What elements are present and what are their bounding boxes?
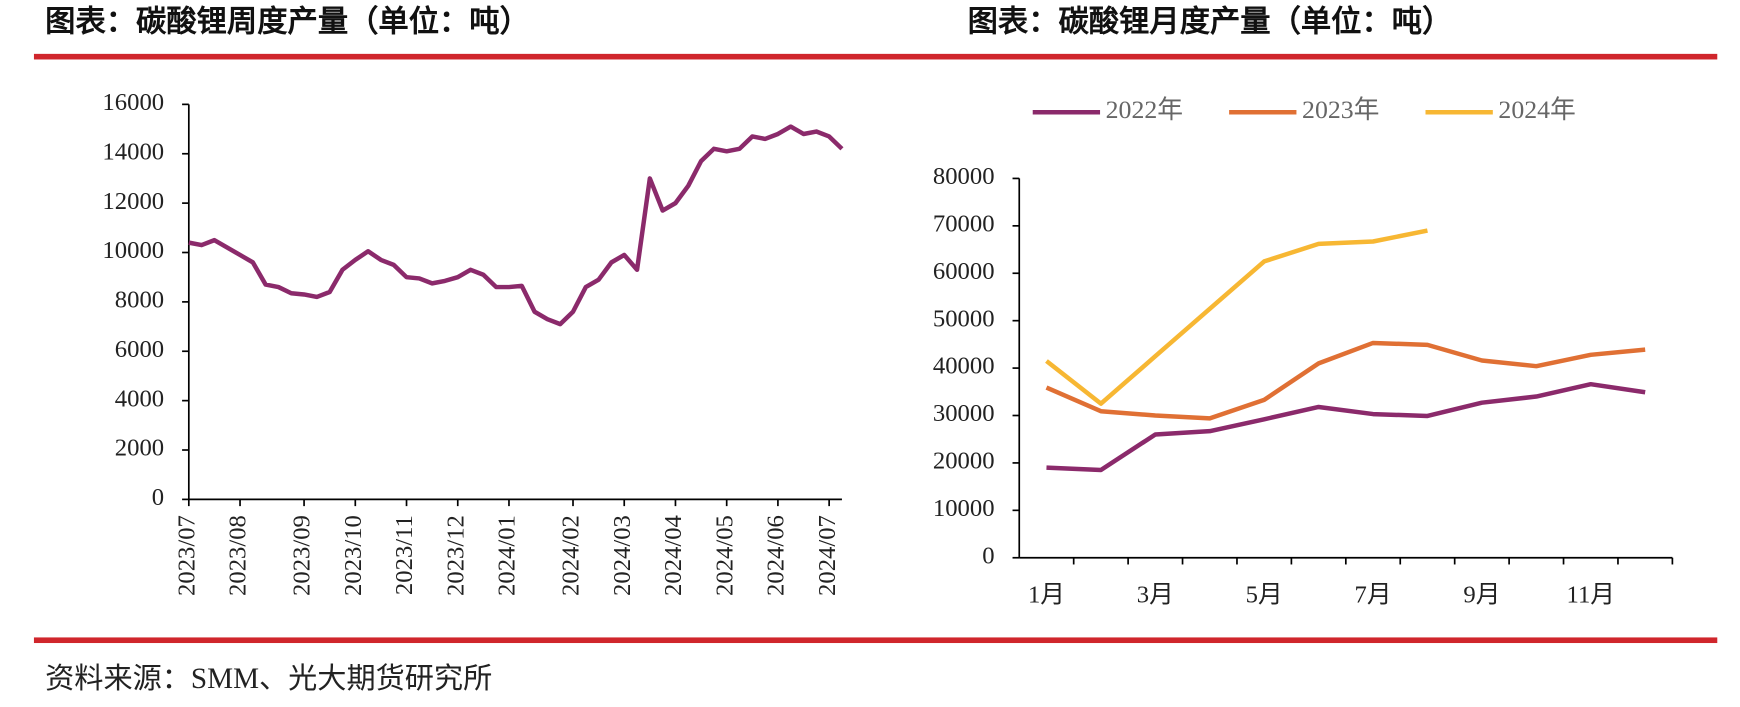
x-tick-label: 2024/05 [711, 515, 738, 596]
y-tick-label: 60000 [933, 258, 995, 285]
series-line [1045, 340, 1646, 421]
x-tick-label: 2023/08 [225, 515, 252, 596]
y-tick-label: 2000 [115, 435, 164, 462]
series-line [188, 124, 844, 327]
x-tick-label: 2023/12 [442, 515, 469, 596]
y-tick-label: 14000 [102, 138, 164, 165]
x-tick-label: 5月 [1246, 582, 1283, 609]
y-tick-label: 0 [982, 542, 994, 569]
bottom-rule [33, 637, 1718, 644]
y-tick-label: 4000 [115, 385, 164, 412]
top-rule [33, 53, 1718, 60]
source-note: 资料来源：SMM、光大期货研究所 [45, 662, 492, 695]
chart-title: 图表：碳酸锂月度产量（单位：吨） [968, 4, 1453, 39]
series-line [1045, 228, 1428, 406]
y-tick-label: 10000 [102, 237, 164, 264]
x-tick-label: 2024/04 [660, 515, 687, 596]
x-tick-label: 2024/02 [558, 515, 585, 596]
x-tick-label: 2023/11 [391, 515, 418, 595]
y-tick-label: 30000 [933, 400, 995, 427]
y-tick-label: 0 [152, 484, 164, 511]
y-tick-label: 12000 [102, 188, 164, 215]
x-tick-label: 2024/03 [609, 515, 636, 596]
x-tick-label: 2024/06 [763, 515, 790, 596]
x-tick-label: 11月 [1567, 582, 1615, 609]
y-tick-label: 10000 [933, 495, 995, 522]
x-tick-label: 2024/07 [814, 515, 841, 596]
legend-label: 2023年 [1302, 95, 1379, 124]
y-tick-label: 6000 [115, 336, 164, 363]
legend-label: 2024年 [1498, 95, 1575, 124]
x-tick-label: 2023/07 [173, 515, 200, 596]
x-tick-label: 1月 [1028, 582, 1065, 609]
legend-label: 2022年 [1106, 95, 1183, 124]
chart-title: 图表：碳酸锂周度产量（单位：吨） [45, 4, 530, 39]
x-tick-label: 9月 [1463, 582, 1500, 609]
y-tick-label: 50000 [933, 305, 995, 332]
x-tick-label: 2024/01 [494, 515, 521, 596]
y-tick-label: 40000 [933, 353, 995, 380]
x-tick-label: 7月 [1355, 582, 1392, 609]
y-tick-label: 16000 [102, 89, 164, 116]
x-tick-label: 2023/10 [340, 515, 367, 596]
x-tick-label: 2023/09 [289, 515, 316, 596]
series-line [1046, 381, 1646, 473]
y-tick-label: 80000 [933, 163, 995, 190]
y-tick-label: 8000 [115, 287, 164, 314]
y-tick-label: 20000 [933, 448, 995, 475]
x-tick-label: 3月 [1137, 582, 1174, 609]
y-tick-label: 70000 [933, 211, 995, 238]
